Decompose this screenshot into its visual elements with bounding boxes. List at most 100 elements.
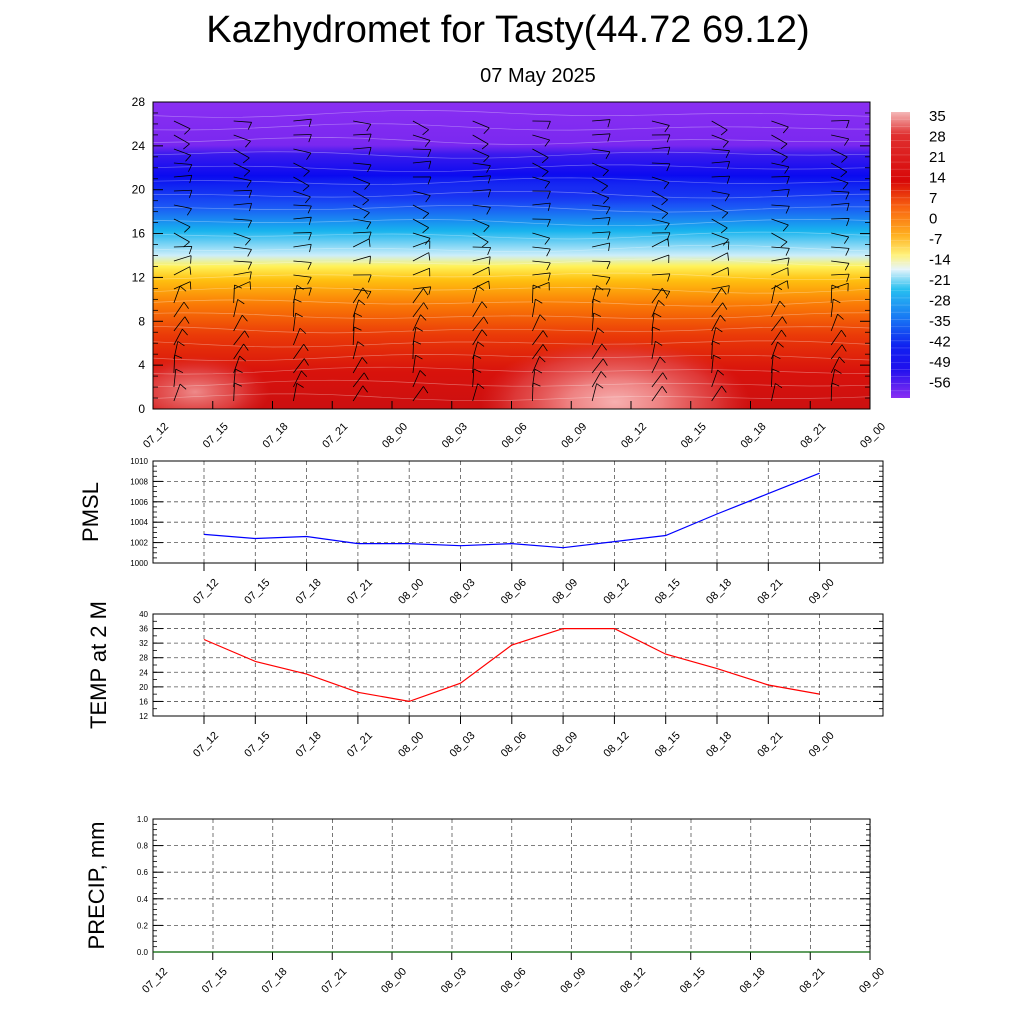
wind-barb-shaft (592, 133, 611, 136)
wind-barb-feather (353, 326, 362, 331)
wind-barb-shaft (771, 316, 783, 332)
wind-barb-feather (308, 287, 312, 296)
temp-x-tick-label: 08_21 (755, 730, 785, 760)
pmsl-y-tick-label: 1004 (130, 518, 148, 527)
wind-barb-feather (539, 356, 546, 363)
wind-barb-shaft (771, 246, 790, 249)
wind-barb-feather (184, 316, 190, 324)
wind-barb-shaft (592, 242, 610, 248)
colorbar-label: -49 (929, 354, 951, 371)
wind-barb-shaft (412, 286, 431, 290)
colorbar-label: -35 (929, 313, 951, 330)
wind-barb-shaft (173, 328, 183, 346)
heatmap-x-tick-label: 08_21 (798, 421, 828, 451)
wind-barb-shaft (711, 285, 730, 290)
wind-barb-feather (183, 301, 189, 309)
wind-barb-feather (308, 232, 312, 241)
wind-barb-feather (727, 252, 729, 261)
wind-barb-shaft (771, 218, 789, 226)
wind-barb-feather (477, 383, 485, 389)
wind-barb-shaft (771, 329, 782, 346)
wind-barb-feather (477, 341, 485, 347)
precip-x-tick-label: 07_21 (319, 966, 349, 996)
wind-barb-shaft (771, 355, 774, 374)
wind-barb-shaft (472, 162, 491, 167)
wind-barb-feather (486, 165, 491, 173)
temp-y-tick-label: 16 (139, 697, 148, 706)
wind-barb-feather (596, 285, 604, 291)
wind-barb-feather (542, 330, 548, 338)
wind-barb-shaft (472, 369, 475, 388)
isotherm-line (153, 190, 870, 199)
wind-barb-feather (544, 181, 551, 189)
wind-barb-feather (249, 281, 251, 290)
wind-barb-feather (245, 238, 251, 246)
isotherm-line (153, 177, 870, 185)
wind-barb-feather (188, 246, 193, 255)
wind-barb-shaft (173, 301, 185, 318)
wind-barb-shaft (173, 383, 181, 402)
wind-barb-shaft (173, 218, 191, 228)
wind-barb-feather (175, 368, 184, 374)
wind-barb-feather (185, 155, 192, 162)
wind-barb-feather (653, 312, 662, 318)
wind-barb-feather (188, 164, 193, 172)
heatmap-x-tick-label: 08_06 (500, 421, 530, 451)
wind-barb-feather (303, 358, 309, 366)
wind-barb-shaft (591, 162, 609, 171)
wind-barb-shaft (472, 134, 489, 145)
wind-barb-shaft (233, 246, 252, 250)
wind-barb-shaft (591, 383, 597, 402)
wind-barb-feather (844, 263, 850, 271)
wind-barb-feather (715, 327, 723, 333)
temp-x-tick-label: 07_12 (191, 730, 221, 760)
wind-barb-shaft (830, 314, 838, 332)
wind-barb-shaft (711, 232, 729, 240)
wind-barb-shaft (412, 232, 431, 239)
wind-barb-feather (423, 302, 429, 310)
wind-barb-shaft (532, 281, 550, 290)
wind-barb-feather (667, 147, 671, 155)
wind-barb-shaft (831, 282, 849, 290)
wind-barb-shaft (532, 246, 551, 250)
wind-barb-feather (179, 383, 187, 390)
wind-barb-shaft (293, 383, 298, 402)
colorbar-label: 35 (929, 108, 946, 125)
precip-y-tick-label: 0.6 (137, 868, 149, 877)
wind-barb-feather (247, 220, 252, 228)
wind-barb-feather (473, 354, 482, 359)
wind-barb-feather (302, 185, 310, 192)
wind-barb-shaft (233, 299, 239, 318)
wind-barb-shaft (472, 285, 478, 304)
wind-barb-feather (834, 369, 842, 374)
wind-barb-feather (422, 227, 429, 234)
wind-barb-shaft (532, 330, 544, 346)
wind-barb-shaft (472, 175, 491, 178)
cross-section-panel: 0 4 8 12 16 20 24 28 07_12 07_15 07_18 07_21 08_00 08… (132, 95, 888, 451)
wind-barb-feather (608, 242, 611, 252)
wind-barb-shaft (592, 217, 611, 220)
wind-barb-shaft (831, 218, 850, 220)
wind-barb-shaft (592, 231, 611, 234)
temp-y-tick-label: 12 (139, 712, 148, 721)
wind-barb-shaft (412, 302, 424, 318)
wind-barb-feather (296, 382, 304, 388)
isotherm-line (153, 354, 870, 362)
wind-barb-feather (601, 185, 609, 192)
wind-barb-feather (713, 354, 721, 359)
wind-barb-feather (237, 299, 245, 305)
wind-barb-feather (541, 171, 549, 178)
precip-y-tick-label: 0.4 (137, 895, 149, 904)
wind-barb-shaft (233, 148, 250, 159)
wind-barb-feather (358, 299, 366, 306)
wind-barb-feather (839, 356, 845, 364)
colorbar-label: -14 (929, 252, 951, 269)
wind-barb-feather (368, 231, 372, 240)
wind-barb-feather (593, 312, 601, 317)
wind-barb-shaft (173, 232, 190, 243)
wind-barb-feather (544, 237, 550, 245)
wind-barb-shaft (412, 160, 431, 164)
heatmap-x-tick-label: 09_00 (858, 421, 888, 451)
wind-barb-shaft (831, 134, 849, 140)
